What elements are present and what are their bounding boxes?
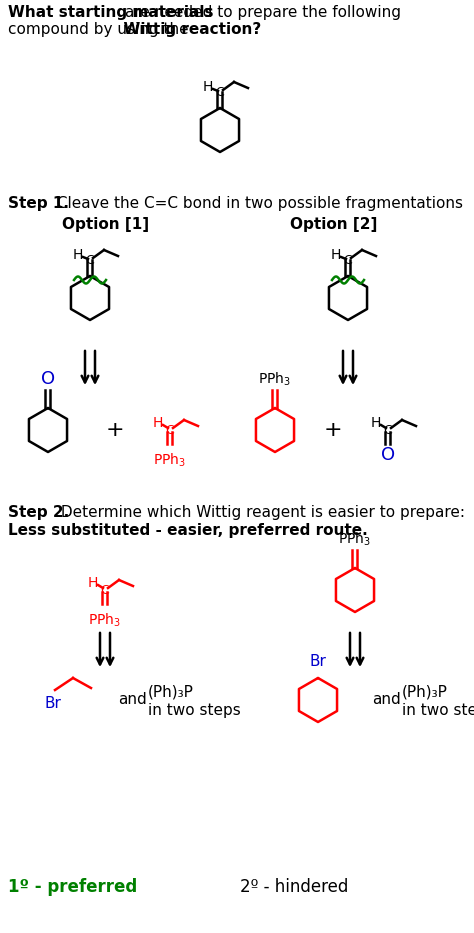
Text: in two steps: in two steps bbox=[148, 703, 241, 717]
Text: Option [2]: Option [2] bbox=[290, 217, 377, 232]
Text: Step 2.: Step 2. bbox=[8, 505, 69, 520]
Text: H: H bbox=[153, 416, 163, 430]
Text: C: C bbox=[344, 254, 352, 267]
Text: O: O bbox=[41, 370, 55, 388]
Text: Step 1.: Step 1. bbox=[8, 196, 69, 211]
Text: are needed to prepare the following: are needed to prepare the following bbox=[8, 5, 401, 20]
Text: (Ph)₃P: (Ph)₃P bbox=[148, 685, 194, 700]
Text: and: and bbox=[372, 692, 401, 707]
Text: +: + bbox=[324, 420, 342, 440]
Text: C: C bbox=[383, 424, 392, 437]
Text: PPh$_3$: PPh$_3$ bbox=[154, 452, 187, 469]
Text: 1º - preferred: 1º - preferred bbox=[8, 878, 137, 896]
Text: Determine which Wittig reagent is easier to prepare:: Determine which Wittig reagent is easier… bbox=[56, 505, 465, 520]
Text: Br: Br bbox=[310, 655, 327, 670]
Text: H: H bbox=[88, 576, 98, 590]
Text: C: C bbox=[100, 583, 109, 596]
Text: PPh$_3$: PPh$_3$ bbox=[89, 612, 121, 630]
Text: and: and bbox=[118, 692, 147, 707]
Text: (Ph)₃P: (Ph)₃P bbox=[402, 685, 448, 700]
Text: PPh$_3$: PPh$_3$ bbox=[338, 531, 372, 548]
Text: H: H bbox=[203, 80, 213, 94]
Text: C: C bbox=[86, 254, 94, 267]
Text: Option [1]: Option [1] bbox=[62, 217, 149, 232]
Text: 2º - hindered: 2º - hindered bbox=[240, 878, 348, 896]
Text: in two steps: in two steps bbox=[402, 703, 474, 717]
Text: H: H bbox=[73, 248, 83, 262]
Text: Wittig reaction?: Wittig reaction? bbox=[8, 22, 261, 37]
Text: C: C bbox=[216, 86, 224, 99]
Text: Cleave the C=C bond in two possible fragmentations: Cleave the C=C bond in two possible frag… bbox=[52, 196, 463, 211]
Text: H: H bbox=[371, 416, 381, 430]
Text: compound by using the: compound by using the bbox=[8, 22, 193, 37]
Text: PPh$_3$: PPh$_3$ bbox=[258, 370, 292, 388]
Text: Less substituted - easier, preferred route.: Less substituted - easier, preferred rou… bbox=[8, 523, 368, 538]
Text: O: O bbox=[381, 446, 395, 464]
Text: H: H bbox=[331, 248, 341, 262]
Text: C: C bbox=[165, 424, 174, 437]
Text: +: + bbox=[106, 420, 124, 440]
Text: What starting materials: What starting materials bbox=[8, 5, 213, 20]
Text: Br: Br bbox=[45, 697, 62, 712]
